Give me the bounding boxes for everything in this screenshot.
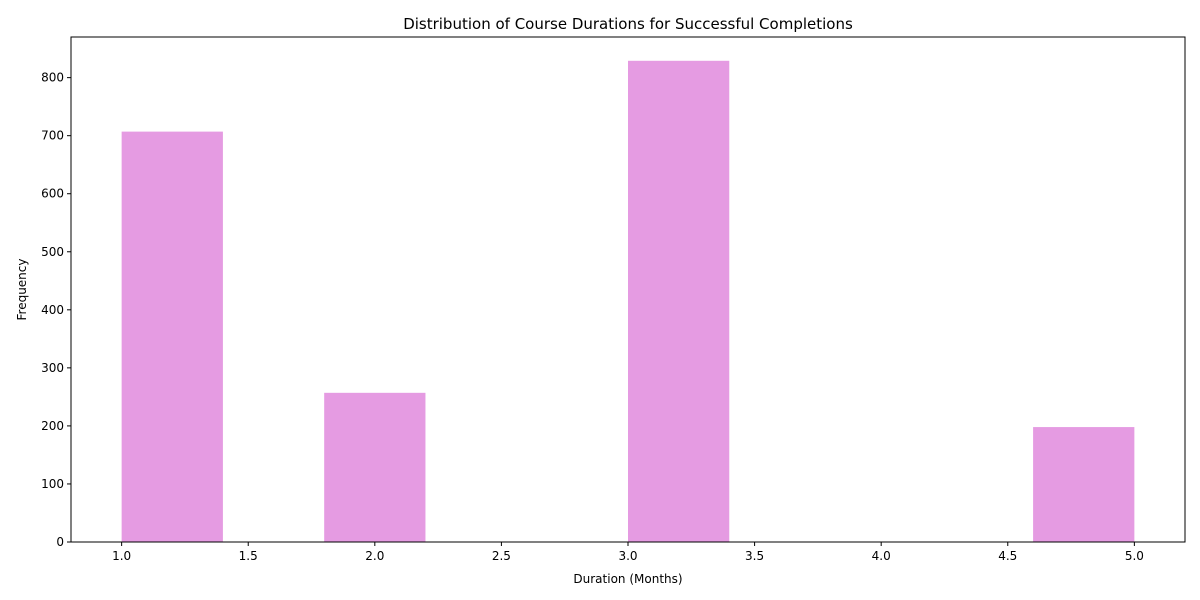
y-tick-label: 800 [41, 71, 64, 85]
y-axis-label: Frequency [15, 259, 29, 321]
y-tick-label: 0 [56, 535, 64, 549]
x-tick-label: 2.5 [492, 549, 511, 563]
bars-group [121, 60, 1135, 543]
y-tick-label: 400 [41, 303, 64, 317]
y-axis-ticks: 0 100 200 300 400 500 600 700 800 [41, 71, 71, 549]
x-tick-label: 2.0 [365, 549, 384, 563]
chart-title: Distribution of Course Durations for Suc… [403, 15, 853, 33]
x-tick-label: 5.0 [1125, 549, 1144, 563]
x-tick-label: 1.5 [239, 549, 258, 563]
y-tick-label: 600 [41, 187, 64, 201]
x-tick-label: 4.0 [872, 549, 891, 563]
histogram-bar-5 [628, 60, 730, 542]
y-tick-label: 700 [41, 129, 64, 143]
x-tick-label: 4.5 [998, 549, 1017, 563]
x-tick-label: 3.0 [618, 549, 637, 563]
x-axis-label: Duration (Months) [573, 572, 682, 586]
x-axis-ticks: 1.0 1.5 2.0 2.5 3.0 3.5 4.0 4.5 5.0 [112, 542, 1144, 563]
y-tick-label: 300 [41, 361, 64, 375]
y-tick-label: 200 [41, 419, 64, 433]
plot-frame [70, 36, 1186, 543]
x-tick-label: 3.5 [745, 549, 764, 563]
x-tick-label: 1.0 [112, 549, 131, 563]
y-tick-label: 500 [41, 245, 64, 259]
y-tick-label: 100 [41, 477, 64, 491]
histogram-bar-2 [324, 392, 426, 542]
histogram-bar-0 [121, 131, 223, 543]
histogram-bar-9 [1033, 427, 1135, 542]
